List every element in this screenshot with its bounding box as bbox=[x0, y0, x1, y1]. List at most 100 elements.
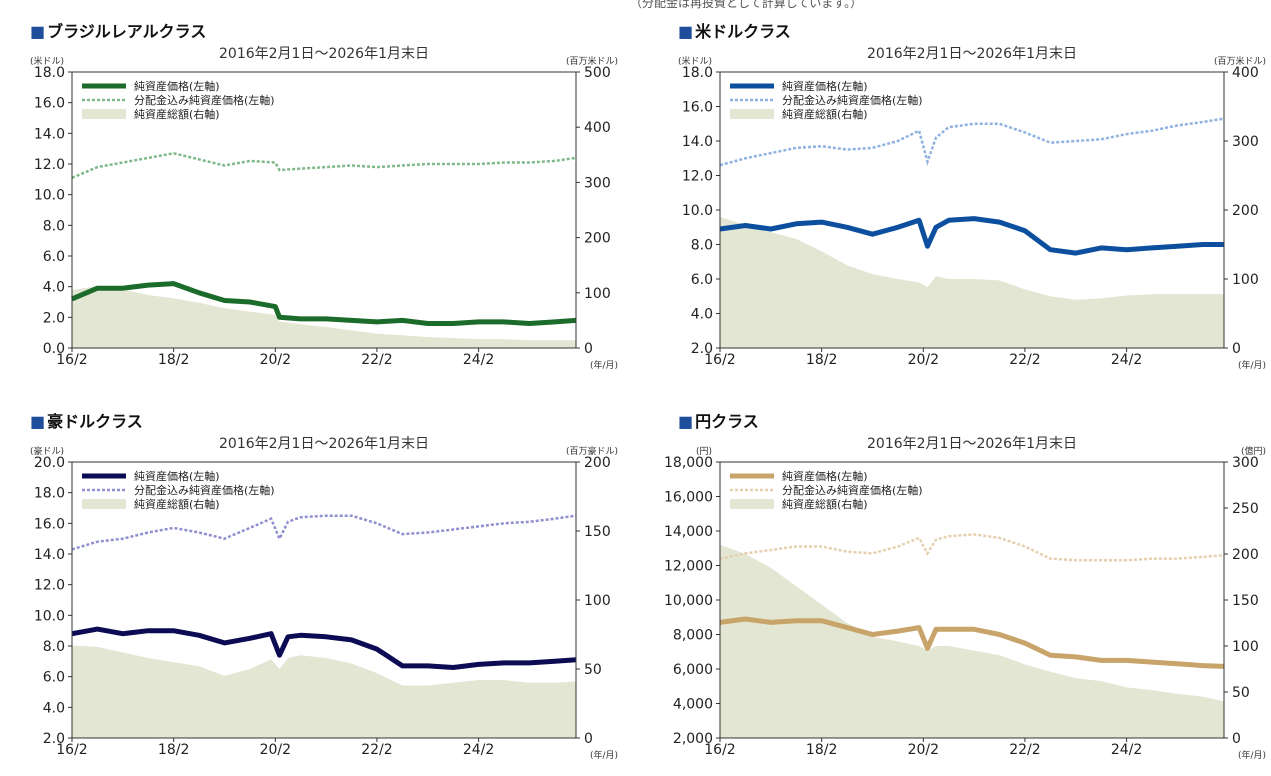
panel-title-text: 円クラス bbox=[695, 412, 759, 431]
series-area-total-assets bbox=[72, 645, 576, 738]
legend-label-reinvested: 分配金込み純資産価格(左軸) bbox=[134, 483, 275, 497]
y-right-tick-label: 100 bbox=[1232, 639, 1259, 655]
series-area-total-assets bbox=[720, 216, 1224, 348]
plot-frame bbox=[71, 71, 577, 349]
title-square-icon: ■ bbox=[678, 412, 694, 431]
y-left-tick-label: 4.0 bbox=[43, 280, 65, 296]
y-left-tick-label: 10,000 bbox=[664, 593, 713, 609]
panel-title: ■ 豪ドルクラス bbox=[30, 408, 143, 432]
y-left-tick-label: 6,000 bbox=[673, 662, 713, 678]
series-line-nav bbox=[719, 216, 1224, 256]
x-tick-label: 16/2 bbox=[704, 742, 735, 758]
y-right-tick-label: 100 bbox=[584, 286, 611, 302]
y-right-tick-label: 0 bbox=[584, 341, 593, 357]
panel-title-text: 米ドルクラス bbox=[695, 22, 791, 41]
panel-title: ■ 円クラス bbox=[678, 408, 759, 432]
x-tick-label: 24/2 bbox=[1111, 742, 1142, 758]
left-axis-unit: (米ドル) bbox=[678, 55, 712, 67]
legend-label-assets: 純資産総額(右軸) bbox=[782, 497, 868, 511]
x-axis-unit: (年/月) bbox=[590, 749, 618, 761]
y-left-tick-label: 8.0 bbox=[43, 639, 65, 655]
x-tick-label: 18/2 bbox=[806, 742, 837, 758]
x-tick-label: 24/2 bbox=[1111, 352, 1142, 368]
y-left-tick-label: 18,000 bbox=[664, 455, 713, 471]
series-area-total-assets bbox=[720, 544, 1224, 738]
title-square-icon: ■ bbox=[30, 22, 46, 41]
y-left-tick-label: 16,000 bbox=[664, 490, 713, 506]
y-right-tick-label: 150 bbox=[1232, 593, 1259, 609]
y-left-tick-label: 2,000 bbox=[673, 731, 713, 747]
series-line-nav bbox=[71, 626, 577, 670]
y-left-tick-label: 16.0 bbox=[682, 100, 713, 116]
plot-frame bbox=[719, 71, 1225, 349]
y-right-tick-label: 100 bbox=[1232, 272, 1259, 288]
x-tick-label: 20/2 bbox=[260, 742, 291, 758]
y-left-tick-label: 8,000 bbox=[673, 628, 713, 644]
legend-label-nav: 純資産価格(左軸) bbox=[134, 79, 220, 93]
x-tick-label: 18/2 bbox=[158, 742, 189, 758]
y-right-tick-label: 250 bbox=[1232, 501, 1259, 517]
chart-subtitle: 2016年2月1日〜2026年1月末日 bbox=[867, 436, 1077, 452]
x-tick-label: 16/2 bbox=[56, 352, 87, 368]
series-line-nav bbox=[71, 281, 577, 326]
panel-title-text: ブラジルレアルクラス bbox=[47, 22, 207, 41]
y-left-tick-label: 8.0 bbox=[691, 238, 713, 254]
right-axis-unit: (百万米ドル) bbox=[566, 55, 618, 67]
x-axis-unit: (年/月) bbox=[1238, 749, 1266, 761]
legend-label-assets: 純資産総額(右軸) bbox=[134, 497, 220, 511]
legend-label-reinvested: 分配金込み純資産価格(左軸) bbox=[782, 93, 923, 107]
left-axis-unit: (豪ドル) bbox=[30, 445, 64, 457]
y-right-tick-label: 100 bbox=[584, 593, 611, 609]
legend-label-reinvested: 分配金込み純資産価格(左軸) bbox=[134, 93, 275, 107]
legend-label-assets: 純資産総額(右軸) bbox=[782, 107, 868, 121]
y-left-tick-label: 6.0 bbox=[691, 272, 713, 288]
y-right-tick-label: 0 bbox=[1232, 341, 1241, 357]
panel-title: ■ ブラジルレアルクラス bbox=[30, 18, 206, 42]
y-right-tick-label: 400 bbox=[584, 120, 611, 136]
x-axis-unit: (年/月) bbox=[1238, 359, 1266, 371]
y-left-tick-label: 14.0 bbox=[682, 134, 713, 150]
left-axis-unit: (米ドル) bbox=[30, 55, 64, 67]
y-left-tick-label: 18.0 bbox=[34, 486, 65, 502]
chart-panel-jpy: ■ 円クラス 2016年2月1日〜2026年1月末日 (円) (億円) (年/月) 2,0… bbox=[648, 390, 1268, 770]
x-tick-label: 16/2 bbox=[56, 742, 87, 758]
y-left-tick-label: 16.0 bbox=[34, 516, 65, 532]
y-right-tick-label: 200 bbox=[584, 455, 611, 471]
y-left-tick-label: 18.0 bbox=[34, 65, 65, 81]
left-axis-unit: (円) bbox=[696, 446, 712, 457]
plot-frame bbox=[719, 461, 1225, 739]
series-area-total-assets bbox=[72, 286, 576, 348]
y-right-tick-label: 0 bbox=[584, 731, 593, 747]
y-right-tick-label: 50 bbox=[584, 662, 602, 678]
chart-panel-usd: ■ 米ドルクラス 2016年2月1日〜2026年1月末日 (米ドル) (百万米ドル) (… bbox=[648, 0, 1268, 380]
chart-panel-aud: ■ 豪ドルクラス 2016年2月1日〜2026年1月末日 (豪ドル) (百万豪ドル) (… bbox=[0, 390, 620, 770]
y-left-tick-label: 4,000 bbox=[673, 697, 713, 713]
y-right-tick-label: 200 bbox=[1232, 547, 1259, 563]
legend-swatch-assets bbox=[730, 109, 774, 119]
title-square-icon: ■ bbox=[30, 412, 46, 431]
chart-subtitle: 2016年2月1日〜2026年1月末日 bbox=[219, 46, 429, 62]
x-tick-label: 16/2 bbox=[704, 352, 735, 368]
x-tick-label: 24/2 bbox=[463, 742, 494, 758]
y-left-tick-label: 18.0 bbox=[682, 65, 713, 81]
legend-swatch-assets bbox=[82, 499, 126, 509]
panel-title-text: 豪ドルクラス bbox=[47, 412, 143, 431]
chart-subtitle: 2016年2月1日〜2026年1月末日 bbox=[219, 436, 429, 452]
legend-swatch-assets bbox=[82, 109, 126, 119]
x-tick-label: 22/2 bbox=[361, 742, 392, 758]
y-right-tick-label: 300 bbox=[1232, 455, 1259, 471]
legend-label-reinvested: 分配金込み純資産価格(左軸) bbox=[782, 483, 923, 497]
y-right-tick-label: 400 bbox=[1232, 65, 1259, 81]
series-line-reinvested-nav bbox=[71, 152, 577, 179]
x-tick-label: 20/2 bbox=[908, 742, 939, 758]
x-tick-label: 22/2 bbox=[1009, 352, 1040, 368]
x-tick-label: 18/2 bbox=[806, 352, 837, 368]
y-left-tick-label: 12,000 bbox=[664, 559, 713, 575]
y-left-tick-label: 10.0 bbox=[682, 203, 713, 219]
series-line-nav bbox=[719, 616, 1225, 669]
y-right-tick-label: 300 bbox=[584, 175, 611, 191]
legend-swatch-assets bbox=[730, 499, 774, 509]
chart-svg-usd: 2016年2月1日〜2026年1月末日 (米ドル) (百万米ドル) (年/月) 2.0 4… bbox=[678, 46, 1266, 371]
y-left-tick-label: 10.0 bbox=[34, 608, 65, 624]
chart-subtitle: 2016年2月1日〜2026年1月末日 bbox=[867, 46, 1077, 62]
